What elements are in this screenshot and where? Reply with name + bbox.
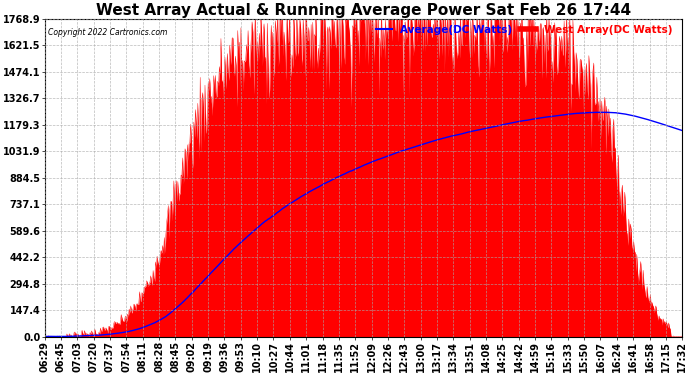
Text: Copyright 2022 Cartronics.com: Copyright 2022 Cartronics.com — [48, 28, 167, 38]
Legend: Average(DC Watts), West Array(DC Watts): Average(DC Watts), West Array(DC Watts) — [372, 21, 677, 39]
Title: West Array Actual & Running Average Power Sat Feb 26 17:44: West Array Actual & Running Average Powe… — [96, 3, 631, 18]
